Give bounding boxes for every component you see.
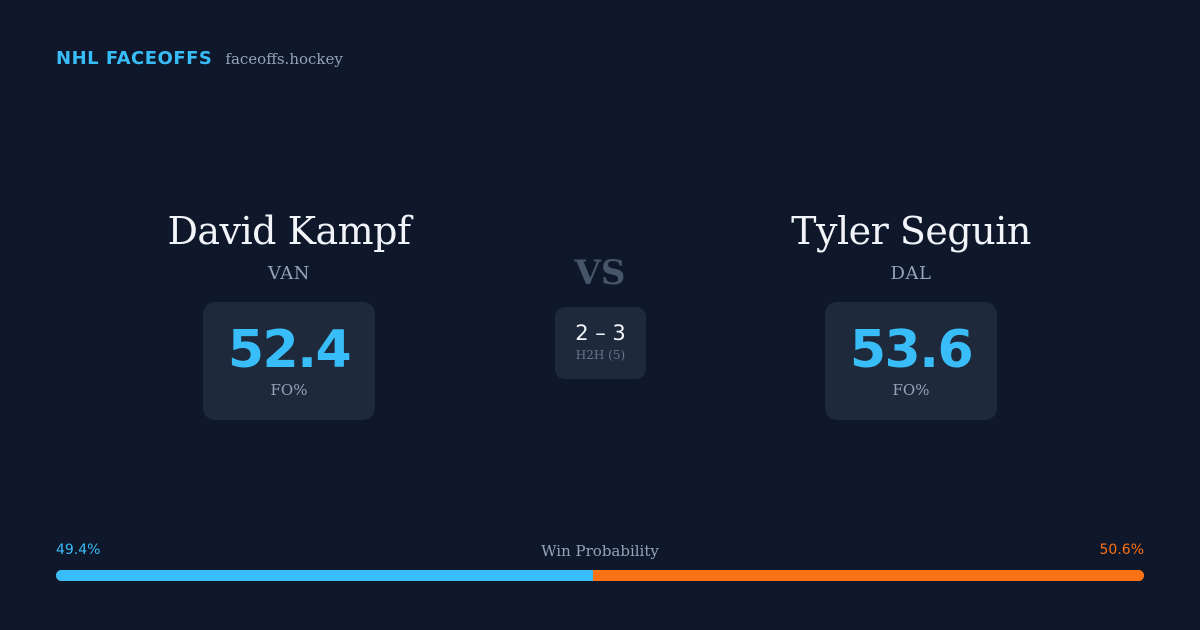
brand-domain: faceoffs.hockey bbox=[225, 50, 343, 68]
faceoff-percentage: 52.4 bbox=[227, 320, 352, 380]
faceoff-label: FO% bbox=[270, 381, 308, 399]
player-left: David Kampf VAN bbox=[109, 205, 469, 287]
player-right: Tyler Seguin DAL bbox=[731, 205, 1091, 287]
versus-label: VS bbox=[574, 253, 626, 293]
head-to-head-label: H2H (5) bbox=[575, 348, 626, 362]
head-to-head-score: 2 – 3 bbox=[575, 321, 626, 345]
win-probability-labels: 49.4% Win Probability 50.6% bbox=[56, 542, 1144, 562]
brand-header: NHL FACEOFFS faceoffs.hockey bbox=[56, 48, 343, 69]
faceoff-stat-card: 53.6 FO% bbox=[825, 302, 997, 420]
win-probability-bar bbox=[56, 570, 1144, 581]
faceoff-label: FO% bbox=[892, 381, 930, 399]
win-probability-right: 50.6% bbox=[1099, 542, 1144, 558]
win-probability-fill-left bbox=[56, 570, 594, 581]
win-probability-fill-right bbox=[593, 570, 1144, 581]
player-name: Tyler Seguin bbox=[791, 209, 1031, 253]
win-probability-left: 49.4% bbox=[56, 542, 101, 558]
faceoff-stat-card: 52.4 FO% bbox=[203, 302, 375, 420]
head-to-head-card: 2 – 3 H2H (5) bbox=[555, 307, 646, 379]
team-abbrev: DAL bbox=[890, 263, 932, 284]
player-name: David Kampf bbox=[167, 209, 411, 253]
brand-name: NHL FACEOFFS bbox=[56, 48, 213, 69]
faceoff-percentage: 53.6 bbox=[849, 320, 974, 380]
team-abbrev: VAN bbox=[267, 263, 311, 284]
win-probability-title: Win Probability bbox=[541, 542, 659, 560]
